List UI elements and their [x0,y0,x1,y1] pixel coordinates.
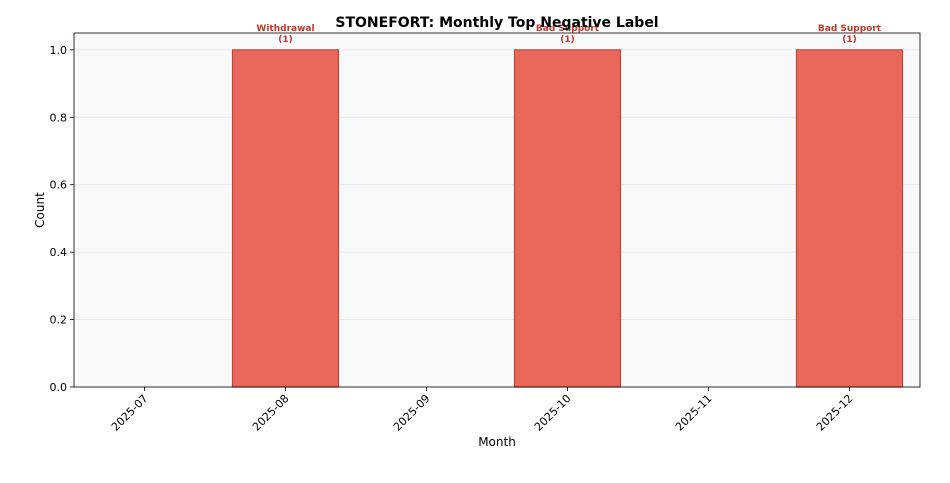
bar-annotation-label: Bad Support [818,24,882,34]
plot-background [74,33,920,387]
x-tick-label: 2025-07 [109,392,151,434]
bar-annotation-count: (1) [842,35,857,45]
x-tick-label: 2025-08 [250,392,292,434]
y-tick-label: 0.6 [50,179,68,192]
x-tick-label: 2025-10 [532,392,574,434]
bar-annotation-count: (1) [278,35,293,45]
x-tick-label: 2025-09 [391,392,433,434]
bar-2025-12 [795,49,904,388]
x-tick-label: 2025-12 [814,392,856,434]
y-axis: 0.0 0.2 0.4 0.6 0.8 1.0 [50,44,74,394]
bar-2025-08 [231,49,340,388]
bar-annotation-label: Withdrawal [256,24,314,34]
y-tick-label: 0.0 [50,381,68,394]
y-axis-label: Count [33,192,47,228]
bar-annotation-count: (1) [560,35,575,45]
plot-frame [73,32,921,388]
x-tick-label: 2025-11 [673,392,715,434]
chart-title: STONEFORT: Monthly Top Negative Label [335,15,658,31]
x-axis-label: Month [478,435,516,449]
y-tick-label: 1.0 [50,44,68,57]
y-tick-label: 0.2 [50,314,68,327]
bars [231,49,904,388]
x-axis: 2025-07 2025-08 2025-09 2025-10 2025-11 2025-… [109,387,856,434]
bar-annotations: Withdrawal(1)Bad Support(1)Bad Support(1… [256,24,881,45]
bar-2025-10 [513,49,622,388]
y-tick-label: 0.8 [50,111,68,124]
y-tick-label: 0.4 [50,246,68,259]
bar-annotation-label: Bad Support [536,24,600,34]
